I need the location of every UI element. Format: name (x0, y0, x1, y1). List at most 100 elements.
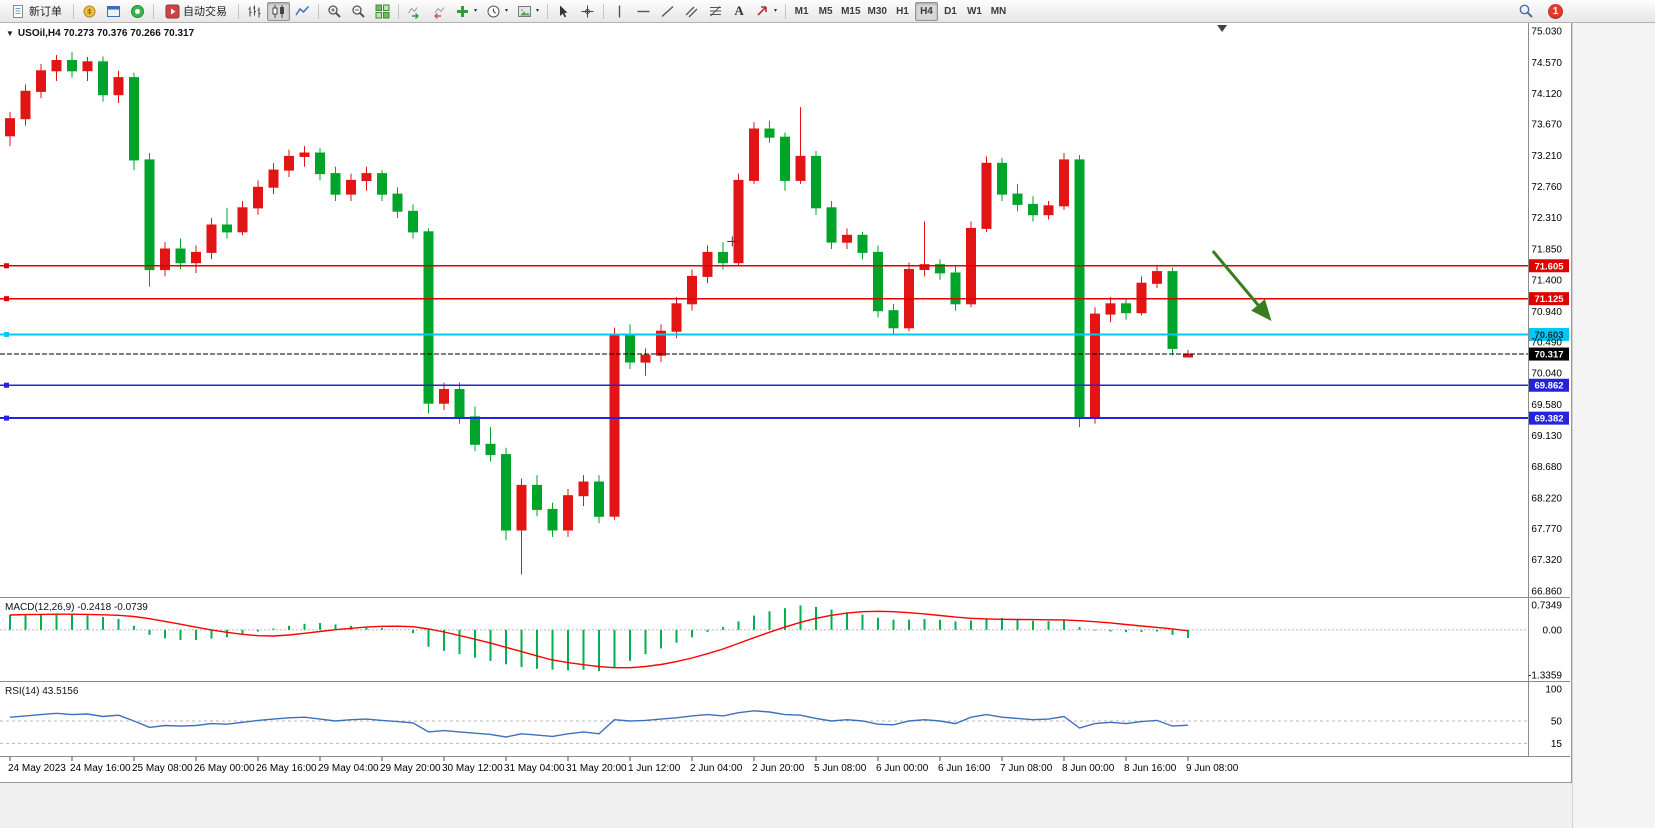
text-label-tool-button[interactable]: A (728, 2, 750, 21)
autotrading-button[interactable]: 自动交易 (158, 2, 234, 21)
vertical-line-icon (618, 5, 621, 17)
community-button[interactable] (126, 2, 149, 21)
auto-scroll-icon (408, 6, 419, 19)
level-line-handle[interactable] (4, 382, 9, 388)
price-axis-label: 69.580 (1531, 400, 1562, 411)
candle-body (501, 454, 511, 531)
toolbar-separator (785, 3, 787, 19)
candle-body (191, 251, 201, 264)
candle-body (5, 118, 15, 137)
timeframe-button-d1[interactable]: D1 (939, 2, 962, 21)
price-level-badge-text: 69.862 (1534, 381, 1563, 392)
trendline-icon (661, 5, 674, 17)
candle-body (423, 231, 434, 404)
chart-plot-area[interactable] (0, 23, 1528, 756)
cursor-tool-button[interactable] (552, 2, 575, 21)
zoom-out-button[interactable] (347, 2, 370, 21)
line-chart-button[interactable] (291, 2, 314, 21)
candle-body (625, 334, 635, 363)
periods-dropdown-button[interactable]: ▾ (482, 2, 512, 21)
auto-scroll-button[interactable] (403, 2, 426, 21)
time-axis-label: 31 May 04:00 (504, 763, 565, 774)
new-order-button[interactable]: 新订单 (4, 2, 69, 21)
candle-body (842, 234, 852, 243)
price-axis-label: 73.210 (1531, 151, 1562, 162)
time-axis-label: 6 Jun 16:00 (938, 763, 991, 774)
search-button[interactable] (1514, 2, 1538, 21)
indicators-dropdown-button[interactable]: ▾ (451, 2, 481, 21)
vertical-line-tool-button[interactable] (608, 2, 631, 21)
time-axis-label: 24 May 16:00 (70, 763, 131, 774)
trend-arrow[interactable] (1211, 250, 1272, 321)
tile-windows-button[interactable] (371, 2, 394, 21)
level-line-handle[interactable] (4, 415, 9, 421)
timeframe-button-m5[interactable]: M5 (814, 2, 837, 21)
bar-chart-button[interactable] (243, 2, 266, 21)
trendline-tool-button[interactable] (656, 2, 679, 21)
candle-body (392, 193, 403, 212)
arrows-tool-dropdown-button[interactable]: ▾ (751, 2, 781, 21)
candle-body (67, 60, 77, 72)
price-level-badge (1529, 292, 1569, 306)
candle-body (764, 128, 775, 138)
candlestick-chart-button[interactable] (267, 1, 290, 21)
price-axis-label: 67.320 (1531, 555, 1562, 566)
candle-body (1059, 159, 1069, 207)
timeframe-button-h1[interactable]: H1 (891, 2, 914, 21)
candle-body (268, 169, 279, 188)
new-order-icon (13, 4, 23, 18)
time-axis-label: 8 Jun 00:00 (1062, 763, 1115, 774)
data-window-icon (107, 5, 120, 17)
timeframe-button-m30[interactable]: M30 (865, 2, 890, 21)
horizontal-line-icon (637, 10, 650, 12)
price-axis-label: 67.770 (1531, 524, 1562, 535)
level-line-handle[interactable] (4, 296, 9, 302)
time-axis-label: 31 May 20:00 (566, 763, 627, 774)
templates-dropdown-button[interactable]: ▾ (513, 2, 543, 21)
candle-body (873, 251, 883, 312)
candle-body (1074, 159, 1085, 418)
price-level-badge-text: 71.125 (1534, 294, 1564, 305)
timeframe-button-w1[interactable]: W1 (963, 2, 986, 21)
data-window-button[interactable] (102, 2, 125, 21)
level-line-handle[interactable] (4, 331, 9, 337)
zoom-in-button[interactable] (323, 2, 346, 21)
fibonacci-tool-button[interactable] (704, 2, 727, 21)
price-axis-label: 71.400 (1531, 275, 1562, 286)
timeframe-button-mn[interactable]: MN (987, 2, 1010, 21)
candle-body (516, 484, 527, 531)
rsi-axis-label: 50 (1551, 717, 1563, 728)
community-icon (131, 4, 144, 18)
timeframe-button-m1[interactable]: M1 (790, 2, 813, 21)
notification-badge[interactable]: 1 (1548, 3, 1563, 19)
toolbar-separator (153, 3, 154, 19)
crosshair-tool-button[interactable] (576, 2, 599, 21)
candle-body (1090, 313, 1100, 418)
toolbar-separator (398, 3, 399, 19)
timeframe-button-m15[interactable]: M15 (838, 2, 863, 21)
price-axis-label: 75.030 (1531, 27, 1562, 38)
candle-body (377, 173, 387, 195)
time-axis[interactable] (0, 757, 1528, 781)
candle-body (935, 264, 945, 274)
candle-body (98, 61, 108, 96)
cursor-icon (560, 5, 568, 17)
candle-body (1167, 271, 1178, 349)
candle-body (640, 354, 651, 363)
candle-body (284, 155, 294, 171)
candle-body (671, 303, 682, 332)
timeframe-button-h4[interactable]: H4 (914, 1, 938, 21)
price-axis[interactable] (1529, 23, 1570, 756)
horizontal-line-tool-button[interactable] (632, 2, 655, 21)
current-price-badge-text: 70.317 (1534, 350, 1563, 361)
toolbar-separator (318, 3, 319, 19)
market-watch-button[interactable] (78, 2, 101, 21)
level-line-handle[interactable] (4, 263, 9, 269)
candle-body (237, 207, 248, 233)
timeframe-button-group: M1 M5 M15 M30 H1 H4 D1 W1 MN (790, 1, 1010, 21)
candle-body (609, 334, 620, 517)
channel-tool-button[interactable] (680, 2, 703, 21)
chart-shift-marker[interactable] (1217, 25, 1228, 32)
chart-shift-button[interactable] (427, 2, 450, 21)
